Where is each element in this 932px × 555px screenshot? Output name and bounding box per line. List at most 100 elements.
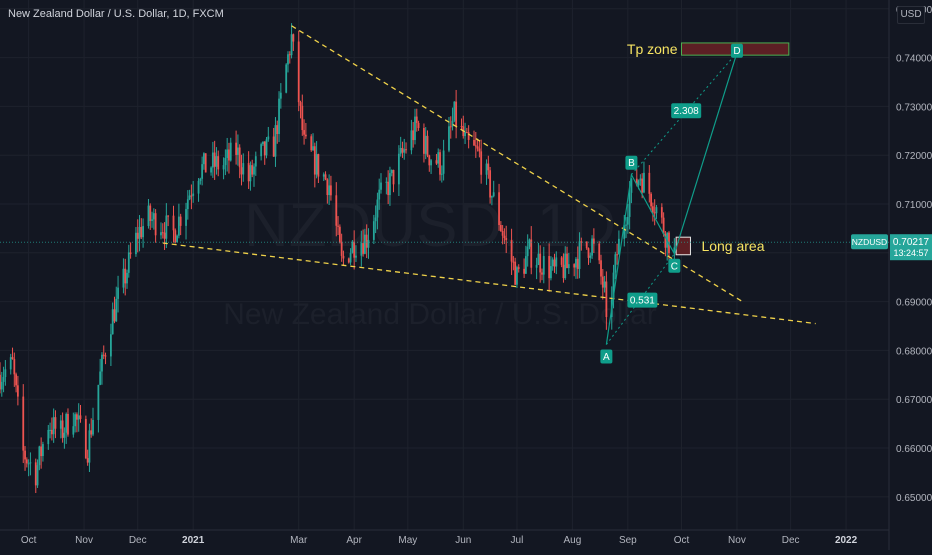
x-tick-label: Nov bbox=[75, 535, 93, 546]
x-tick-label: Jul bbox=[511, 535, 524, 546]
candle-body bbox=[337, 225, 339, 227]
watermark-name: New Zealand Dollar / U.S. Dollar bbox=[223, 298, 657, 331]
candle-body bbox=[392, 169, 395, 185]
long-area-label[interactable]: Long area bbox=[701, 238, 764, 254]
candle-body bbox=[623, 225, 626, 239]
candle-body bbox=[440, 173, 443, 175]
candle-body bbox=[380, 182, 382, 190]
candle-body bbox=[253, 166, 255, 175]
candle-body bbox=[551, 259, 554, 267]
point-a-label: A bbox=[603, 352, 610, 363]
candle-body bbox=[487, 163, 490, 171]
abcd-pattern-line[interactable] bbox=[605, 52, 738, 345]
candle-body bbox=[526, 246, 529, 257]
y-tick-label: 0.65000 bbox=[896, 493, 932, 504]
candle-body bbox=[417, 122, 420, 129]
candle-body bbox=[161, 232, 164, 234]
candle-body bbox=[476, 146, 479, 149]
candle-body bbox=[274, 125, 277, 157]
candle-body bbox=[618, 238, 620, 255]
candle-body bbox=[612, 272, 615, 300]
candle-body bbox=[474, 145, 477, 147]
candle-body bbox=[635, 178, 638, 186]
candle-body bbox=[25, 459, 28, 464]
candle-body bbox=[310, 136, 313, 151]
candle-body bbox=[503, 235, 506, 239]
candle-body bbox=[548, 256, 551, 279]
candle-body bbox=[15, 374, 17, 386]
candle-body bbox=[267, 136, 270, 140]
candle-body bbox=[90, 430, 93, 435]
candle-body bbox=[639, 178, 642, 181]
tp-zone-label[interactable]: Tp zone bbox=[627, 41, 678, 57]
candle-body bbox=[129, 252, 132, 255]
candle-body bbox=[485, 163, 488, 175]
lower-trendline[interactable] bbox=[162, 242, 816, 325]
x-tick-label: 2021 bbox=[182, 535, 205, 546]
candle-body bbox=[287, 54, 289, 65]
candle-body bbox=[523, 268, 525, 274]
candle-body bbox=[304, 134, 307, 137]
candle-body bbox=[61, 420, 64, 438]
candle-body bbox=[517, 267, 520, 269]
candle-body bbox=[254, 156, 257, 167]
point-b-tag[interactable] bbox=[625, 155, 638, 170]
watermark: NZDUSD, 1D New Zealand Dollar / U.S. Dol… bbox=[223, 191, 657, 331]
candle-body bbox=[641, 178, 644, 193]
candle-body bbox=[74, 414, 77, 427]
candle-body bbox=[201, 164, 204, 179]
candle-body bbox=[192, 193, 195, 196]
symbol-tag-box bbox=[851, 234, 888, 250]
candle-body bbox=[415, 116, 418, 123]
drawings[interactable]: A B C D 2.308 0.531 Tp zone Long area bbox=[162, 25, 816, 364]
candle-body bbox=[664, 234, 667, 248]
candle-body bbox=[147, 205, 150, 227]
candle-body bbox=[553, 259, 556, 267]
candle-body bbox=[460, 125, 463, 127]
chart-title[interactable]: New Zealand Dollar / U.S. Dollar, 1D, FX… bbox=[8, 8, 224, 20]
candle-body bbox=[410, 130, 413, 151]
candle-body bbox=[614, 254, 617, 273]
currency-button[interactable]: USD bbox=[897, 6, 925, 24]
candle-body bbox=[77, 415, 80, 420]
candle-body bbox=[347, 258, 350, 263]
candle-body bbox=[439, 152, 441, 175]
candle-body bbox=[126, 272, 128, 284]
candle-body bbox=[247, 163, 250, 182]
point-a-tag[interactable] bbox=[600, 349, 613, 364]
candle-body bbox=[101, 354, 103, 372]
candle-body bbox=[27, 463, 30, 465]
candle-body bbox=[510, 240, 513, 262]
candle-body bbox=[338, 226, 341, 243]
candle-body bbox=[224, 158, 227, 166]
candle-body bbox=[442, 150, 445, 174]
point-c-tag[interactable] bbox=[668, 258, 681, 273]
candle-body bbox=[263, 141, 266, 156]
candle-body bbox=[489, 170, 492, 198]
candle-body bbox=[643, 172, 645, 193]
candle-body bbox=[249, 165, 252, 182]
candle-body bbox=[630, 178, 633, 193]
long-area-box[interactable] bbox=[675, 236, 691, 256]
candle-body bbox=[172, 215, 175, 231]
candle-body bbox=[111, 309, 114, 335]
upper-trendline[interactable] bbox=[291, 25, 745, 304]
point-d-tag[interactable] bbox=[730, 43, 743, 58]
candle-body bbox=[662, 217, 665, 235]
candle-body bbox=[566, 253, 568, 269]
ratio-bd-box[interactable] bbox=[671, 103, 702, 119]
ratio-ac-box[interactable] bbox=[627, 292, 658, 308]
candle-body bbox=[376, 199, 379, 218]
candle-body bbox=[237, 147, 239, 155]
candle-body bbox=[340, 242, 343, 256]
candle-body bbox=[242, 163, 245, 175]
candle-body bbox=[47, 429, 50, 445]
candle-body bbox=[550, 266, 552, 279]
candle-body bbox=[573, 264, 576, 268]
watermark-symbol: NZDUSD, 1D bbox=[244, 191, 616, 260]
candle-body bbox=[38, 446, 41, 466]
candle-body bbox=[229, 142, 232, 161]
candle-body bbox=[63, 432, 66, 438]
